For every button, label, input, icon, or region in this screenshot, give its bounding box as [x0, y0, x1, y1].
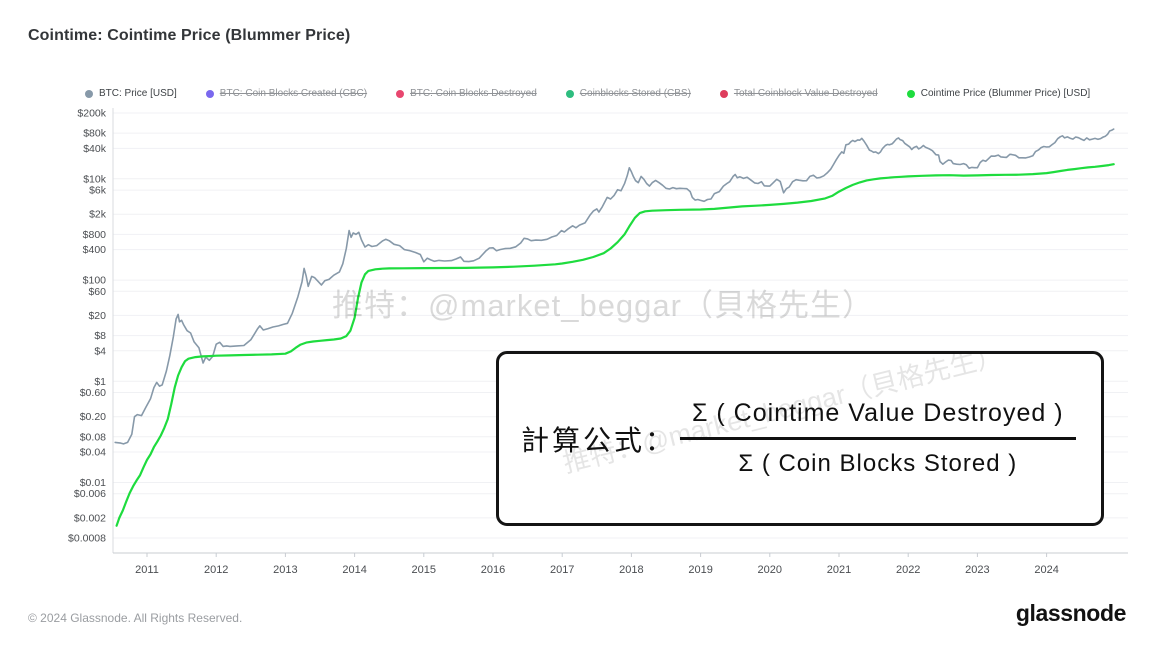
legend-item-btc-price[interactable]: BTC: Price [USD]: [85, 88, 177, 99]
y-tick-label: $0.006: [74, 488, 106, 500]
y-tick-label: $60: [88, 286, 106, 298]
legend-item-coin-blocks-destroyed[interactable]: BTC: Coin Blocks Destroyed: [396, 88, 537, 99]
y-tick-label: $20: [88, 310, 106, 322]
btc-price-line: [114, 128, 1115, 445]
y-tick-label: $0.002: [74, 512, 106, 524]
legend-item-coinblocks-stored[interactable]: Coinblocks Stored (CBS): [565, 88, 691, 99]
legend-dot-icon: [396, 89, 405, 98]
x-tick-label: 2012: [204, 564, 228, 576]
legend-item-label: BTC: Coin Blocks Created (CBC): [219, 88, 368, 99]
x-tick-label: 2019: [688, 564, 712, 576]
y-tick-label: $0.01: [80, 477, 106, 489]
formula-fraction: Σ ( Cointime Value Destroyed ) Σ ( Coin …: [680, 399, 1076, 478]
x-tick-label: 2020: [758, 564, 782, 576]
x-tick-label: 2021: [827, 564, 851, 576]
glassnode-logo: glassnode: [1015, 600, 1127, 626]
legend-item-cointime-price[interactable]: Cointime Price (Blummer Price) [USD]: [906, 88, 1091, 99]
legend-dot-icon: [906, 89, 915, 98]
y-tick-label: $0.04: [80, 447, 106, 459]
y-tick-label: $40k: [83, 143, 107, 155]
y-tick-label: $0.20: [80, 411, 106, 423]
formula-numerator: Σ ( Cointime Value Destroyed ): [680, 399, 1076, 440]
y-tick-label: $800: [83, 229, 107, 241]
legend-item-label: Cointime Price (Blummer Price) [USD]: [920, 88, 1091, 99]
x-tick-label: 2015: [412, 564, 436, 576]
legend-dot-icon: [85, 89, 93, 98]
legend-dot-icon: [719, 89, 728, 98]
y-tick-label: $0.0008: [68, 533, 106, 545]
y-tick-label: $2k: [89, 209, 107, 221]
cointime-price-line: [115, 163, 1115, 527]
y-tick-label: $10k: [83, 173, 107, 185]
legend-dot-icon: [205, 89, 214, 98]
y-tick-label: $200k: [77, 108, 106, 120]
x-tick-label: 2022: [896, 564, 920, 576]
y-tick-label: $0.60: [80, 387, 106, 399]
x-tick-label: 2014: [342, 564, 366, 576]
formula-annotation-box: 推特：@market_beggar（貝格先生） 計算公式： Σ ( Cointi…: [496, 351, 1104, 526]
legend-dot-icon: [565, 89, 574, 98]
y-tick-label: $80k: [83, 128, 107, 140]
x-tick-label: 2011: [135, 564, 159, 576]
legend-item-label: BTC: Coin Blocks Destroyed: [410, 88, 537, 99]
copyright-text: © 2024 Glassnode. All Rights Reserved.: [28, 611, 243, 625]
y-tick-label: $400: [83, 244, 107, 256]
x-tick-label: 2024: [1034, 564, 1058, 576]
y-tick-label: $8: [94, 330, 106, 342]
legend-item-label: Total Coinblock Value Destroyed: [733, 88, 878, 99]
x-tick-label: 2023: [965, 564, 989, 576]
x-tick-label: 2013: [273, 564, 297, 576]
y-tick-label: $0.08: [80, 431, 106, 443]
legend-item-label: Coinblocks Stored (CBS): [579, 88, 691, 99]
y-tick-label: $1: [94, 376, 106, 388]
x-tick-label: 2016: [481, 564, 505, 576]
chart-legend: BTC: Price [USD] BTC: Coin Blocks Created…: [85, 88, 1090, 99]
legend-item-label: BTC: Price [USD]: [99, 88, 177, 99]
x-tick-label: 2018: [619, 564, 643, 576]
y-tick-label: $6k: [89, 185, 107, 197]
page-title: Cointime: Cointime Price (Blummer Price): [28, 27, 351, 44]
legend-item-total-coinblock-value-destroyed[interactable]: Total Coinblock Value Destroyed: [719, 88, 878, 99]
y-tick-label: $4: [94, 345, 106, 357]
formula-prefix-label: 計算公式：: [521, 424, 677, 456]
formula-denominator: Σ ( Coin Blocks Stored ): [738, 450, 1018, 477]
y-tick-label: $100: [83, 275, 107, 287]
legend-item-coin-blocks-created[interactable]: BTC: Coin Blocks Created (CBC): [205, 88, 368, 99]
x-tick-label: 2017: [550, 564, 574, 576]
